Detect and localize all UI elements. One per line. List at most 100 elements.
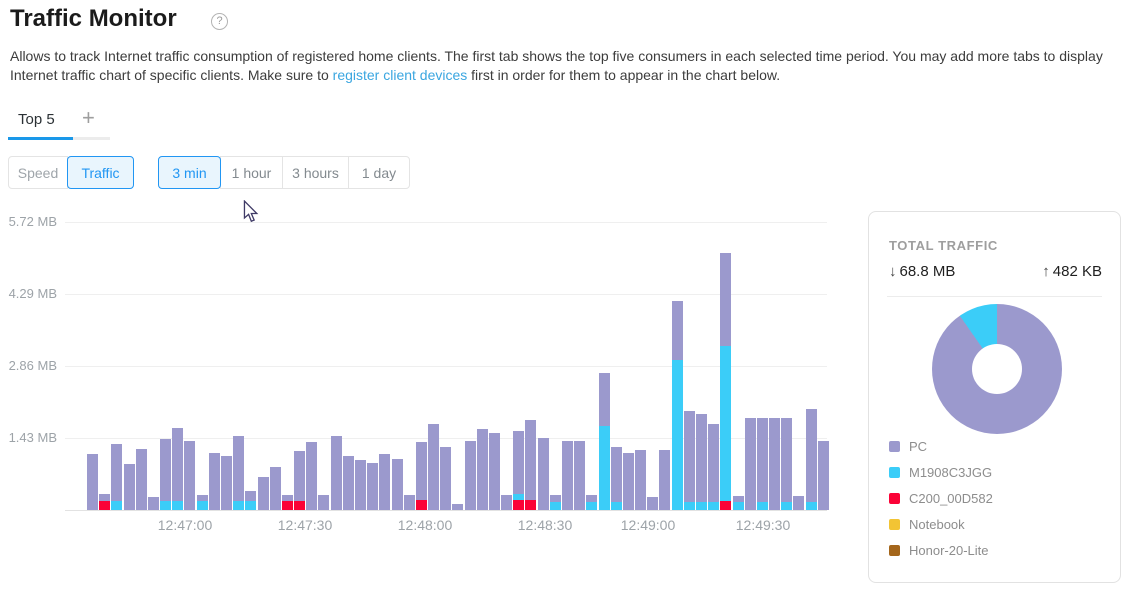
traffic-bar[interactable] xyxy=(257,477,269,510)
traffic-bar[interactable] xyxy=(428,423,440,510)
traffic-bar[interactable] xyxy=(318,494,330,510)
traffic-bar[interactable] xyxy=(537,437,549,510)
bar-segment-pc xyxy=(732,495,744,503)
traffic-bar[interactable] xyxy=(123,464,135,510)
bar-segment-pc xyxy=(805,408,817,503)
donut-hole xyxy=(972,344,1022,394)
traffic-bar[interactable] xyxy=(403,494,415,510)
traffic-bar[interactable] xyxy=(233,436,245,510)
traffic-bar[interactable] xyxy=(562,440,574,510)
traffic-bar[interactable] xyxy=(281,494,293,510)
traffic-bar[interactable] xyxy=(87,453,98,510)
traffic-bar[interactable] xyxy=(744,418,756,510)
period-1hour-button[interactable]: 1 hour xyxy=(220,156,283,189)
traffic-bar[interactable] xyxy=(574,440,586,510)
register-client-devices-link[interactable]: register client devices xyxy=(332,67,468,83)
bar-segment-m1908c3jgg xyxy=(805,502,817,510)
legend-label: Notebook xyxy=(909,516,965,532)
mouse-cursor xyxy=(243,200,259,223)
traffic-bar[interactable] xyxy=(647,497,659,510)
traffic-bar[interactable] xyxy=(245,491,257,510)
traffic-bar[interactable] xyxy=(147,497,159,510)
legend-label: Honor-20-Lite xyxy=(909,542,989,558)
total-traffic-values: ↓ 68.8 MB ↑ 482 KB xyxy=(889,263,1102,280)
legend-item: C200_00D582 xyxy=(889,485,1110,511)
traffic-bar[interactable] xyxy=(342,456,354,510)
traffic-bar[interactable] xyxy=(696,414,707,510)
period-1day-button[interactable]: 1 day xyxy=(348,156,410,189)
download-total: ↓ 68.8 MB xyxy=(889,263,955,280)
x-axis-tick-label: 12:48:00 xyxy=(397,517,453,533)
page-description: Allows to track Internet traffic consump… xyxy=(10,47,1124,85)
bar-segment-m1908c3jgg xyxy=(233,500,245,510)
traffic-bar[interactable] xyxy=(793,495,805,510)
bar-segment-c200-00d582 xyxy=(99,500,111,510)
traffic-bar[interactable] xyxy=(135,449,147,510)
traffic-bar[interactable] xyxy=(476,429,488,510)
traffic-bar[interactable] xyxy=(756,418,768,510)
traffic-bar[interactable] xyxy=(659,449,671,510)
traffic-bar[interactable] xyxy=(415,441,427,510)
traffic-bar[interactable] xyxy=(220,455,232,510)
traffic-bar[interactable] xyxy=(708,424,720,510)
traffic-bar[interactable] xyxy=(294,450,306,510)
traffic-bar[interactable] xyxy=(720,252,732,510)
traffic-bar[interactable] xyxy=(525,420,537,510)
traffic-donut-chart[interactable] xyxy=(932,304,1062,434)
traffic-bar[interactable] xyxy=(464,440,476,510)
help-icon[interactable]: ? xyxy=(211,13,228,30)
traffic-bar[interactable] xyxy=(732,495,744,510)
traffic-bar[interactable] xyxy=(452,503,464,510)
traffic-bar[interactable] xyxy=(330,436,342,510)
bar-segment-m1908c3jgg xyxy=(160,500,172,510)
bar-segment-pc xyxy=(647,497,659,510)
traffic-bar[interactable] xyxy=(683,410,695,510)
traffic-bar[interactable] xyxy=(99,494,111,510)
traffic-bar[interactable] xyxy=(513,431,525,510)
description-line2-before: Internet traffic chart of specific clien… xyxy=(10,67,333,83)
download-arrow-icon: ↓ xyxy=(889,263,897,280)
period-3min-button[interactable]: 3 min xyxy=(158,156,221,189)
legend-item: M1908C3JGG xyxy=(889,459,1110,485)
traffic-bar[interactable] xyxy=(586,494,598,510)
bar-segment-pc xyxy=(123,464,135,510)
traffic-bar[interactable] xyxy=(306,442,318,510)
traffic-bar[interactable] xyxy=(208,452,220,510)
mode-traffic-button[interactable]: Traffic xyxy=(67,156,134,189)
traffic-bar[interactable] xyxy=(805,408,817,510)
period-3hours-button[interactable]: 3 hours xyxy=(282,156,349,189)
description-line1: Allows to track Internet traffic consump… xyxy=(10,48,1103,64)
traffic-bar[interactable] xyxy=(440,447,452,510)
traffic-bar[interactable] xyxy=(184,441,196,510)
traffic-bar[interactable] xyxy=(488,433,500,510)
traffic-bar[interactable] xyxy=(610,446,622,510)
bar-segment-pc xyxy=(318,494,330,510)
bar-segment-pc xyxy=(769,418,781,510)
add-tab-button[interactable]: + xyxy=(82,105,95,130)
traffic-bar[interactable] xyxy=(391,459,403,510)
bar-segment-pc xyxy=(671,300,683,361)
traffic-bar[interactable] xyxy=(622,452,634,510)
traffic-bar[interactable] xyxy=(367,463,379,510)
traffic-bar[interactable] xyxy=(598,372,610,510)
traffic-bar[interactable] xyxy=(269,467,281,510)
traffic-bar[interactable] xyxy=(354,459,366,510)
mode-speed-button[interactable]: Speed xyxy=(8,156,68,189)
traffic-bar[interactable] xyxy=(160,439,172,510)
traffic-bar[interactable] xyxy=(671,300,683,510)
traffic-bar[interactable] xyxy=(769,418,781,510)
bar-segment-c200-00d582 xyxy=(415,499,427,510)
traffic-bar[interactable] xyxy=(111,444,123,510)
traffic-bar[interactable] xyxy=(501,494,513,510)
traffic-bar[interactable] xyxy=(549,494,561,510)
traffic-bar[interactable] xyxy=(172,427,184,510)
bar-segment-pc xyxy=(525,420,537,500)
bar-segment-pc xyxy=(135,449,147,510)
traffic-bar[interactable] xyxy=(635,450,647,510)
traffic-bar[interactable] xyxy=(379,454,391,510)
tab-top5[interactable]: Top 5 xyxy=(18,111,55,128)
bar-segment-m1908c3jgg xyxy=(172,500,184,510)
traffic-bar[interactable] xyxy=(817,441,829,510)
traffic-bar[interactable] xyxy=(781,418,793,510)
traffic-bar[interactable] xyxy=(196,494,208,510)
